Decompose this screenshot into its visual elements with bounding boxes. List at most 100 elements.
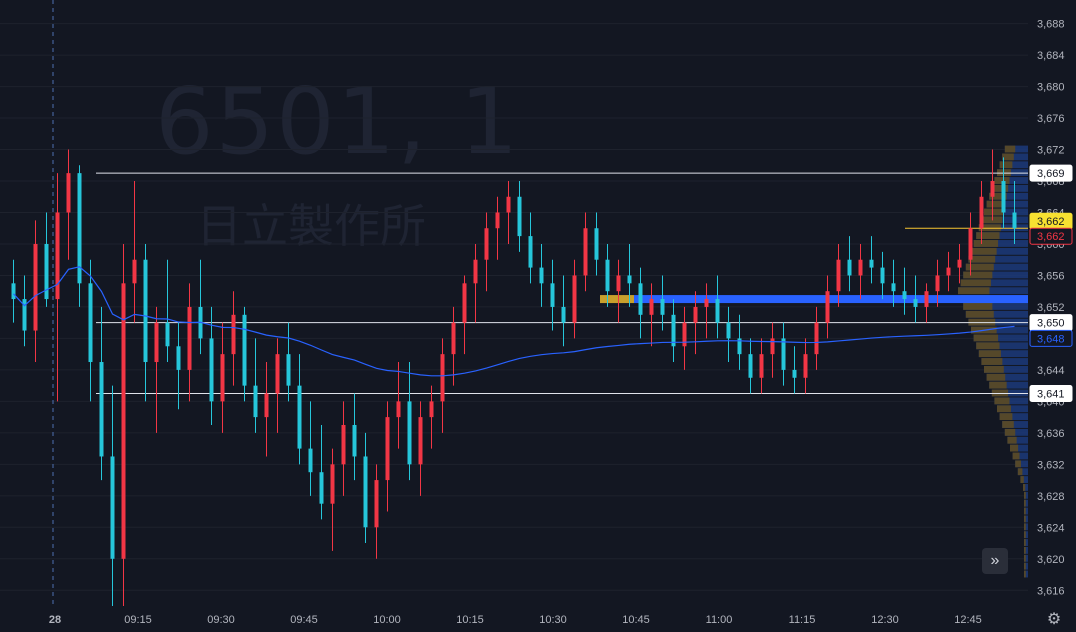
price-axis-tick: 3,672 [1037, 145, 1065, 157]
candle-body [682, 322, 687, 347]
candle-body [671, 314, 676, 347]
price-axis-tick: 3,624 [1037, 522, 1065, 534]
candle-body [44, 243, 49, 300]
volume-profile-bar [1023, 484, 1026, 491]
volume-profile-bar [984, 365, 1028, 373]
candle-body [891, 283, 896, 292]
candle-body [946, 267, 951, 276]
candle-body [77, 173, 82, 284]
volume-profile-bar [1024, 499, 1028, 507]
candle-body [275, 354, 280, 394]
volume-profile-bar [971, 326, 1028, 334]
price-label: 3,648 [1037, 333, 1065, 345]
candle-body [264, 393, 269, 418]
candle-body [396, 401, 401, 418]
time-axis-tick: 10:30 [539, 614, 567, 626]
candle-body [825, 291, 830, 323]
candle-body [506, 196, 511, 213]
price-label: 3,662 [1037, 216, 1065, 228]
volume-profile-bar [968, 255, 996, 263]
volume-profile-bar [981, 358, 1028, 365]
price-axis-tick: 3,652 [1037, 302, 1065, 314]
candle-body [429, 401, 434, 418]
volume-profile-bar [989, 381, 1028, 389]
candle-body [242, 314, 247, 386]
price-axis-tick: 3,632 [1037, 459, 1065, 471]
volume-profile-bar [981, 216, 1028, 224]
volume-profile-bar [1002, 153, 1028, 161]
candle-body [759, 354, 764, 378]
candle-body [649, 299, 654, 315]
chart-settings-button[interactable]: ⚙ [1044, 610, 1064, 630]
volume-profile-bar [1024, 554, 1028, 562]
candle-body [957, 259, 962, 268]
candle-body [836, 259, 841, 292]
candle-body [176, 346, 181, 370]
candle-body [374, 480, 379, 528]
candle-body [55, 212, 60, 300]
candle-body [484, 228, 489, 260]
price-label-box [1029, 164, 1073, 182]
volume-profile-bar [973, 334, 999, 342]
volume-profile-bar [1024, 523, 1026, 531]
volume-profile-bar [1024, 523, 1028, 531]
volume-profile-bar [984, 365, 1004, 373]
volume-profile-bar [1024, 515, 1026, 523]
price-label-box [1029, 227, 1073, 245]
volume-profile-bar [1020, 476, 1028, 484]
candle-body [418, 417, 423, 465]
price-axis-tick: 3,620 [1037, 554, 1065, 566]
volume-profile-bar [1004, 145, 1016, 153]
volume-profile-bar [960, 279, 991, 287]
candle-body [330, 464, 335, 504]
time-axis-tick: 10:15 [456, 614, 484, 626]
candle-body [165, 322, 170, 347]
candle-body [605, 259, 610, 292]
price-label: 3,641 [1037, 389, 1065, 401]
volume-profile-bar [989, 192, 1028, 200]
volume-profile-bar [994, 177, 1028, 184]
candle-body [748, 354, 753, 378]
volume-profile-bar [981, 358, 1003, 365]
volume-profile-bar [1024, 546, 1028, 554]
volume-profile-bar [999, 161, 1013, 169]
poc-bar [634, 295, 1028, 304]
candle-body [220, 354, 225, 402]
candle-body [979, 196, 984, 229]
candle-body [1012, 212, 1017, 229]
volume-profile-bar [1024, 570, 1028, 578]
volume-profile-bar [1024, 515, 1028, 523]
scroll-to-realtime-button[interactable]: » [982, 548, 1008, 574]
volume-profile-bar [1015, 460, 1021, 468]
volume-profile-bar [1015, 460, 1028, 468]
volume-profile-bar [981, 216, 1003, 224]
volume-profile-bar [971, 247, 997, 255]
volume-profile-bar [1024, 546, 1026, 554]
time-axis-tick: 10:00 [373, 614, 401, 626]
candle-body [847, 259, 852, 276]
candle-body [517, 196, 522, 237]
volume-profile-bar [984, 208, 1028, 216]
candle-body [286, 354, 291, 386]
candle-body [594, 228, 599, 260]
volume-profile-bar [1024, 499, 1026, 507]
volume-profile-bar [978, 350, 1028, 358]
volume-profile-bar [968, 255, 1028, 263]
volume-profile-bar [958, 287, 990, 295]
volume-profile-bar [1024, 507, 1026, 515]
volume-profile-bar [994, 177, 1010, 184]
candle-body [132, 259, 137, 284]
candle-body [528, 236, 533, 268]
price-label: 3,669 [1037, 168, 1065, 180]
price-axis-tick: 3,616 [1037, 585, 1065, 597]
symbol-watermark: 6501, 1 [155, 68, 521, 175]
volume-profile-bar [1004, 428, 1016, 436]
volume-profile-bar [976, 232, 1000, 240]
volume-profile-bar [965, 263, 1028, 271]
candle-body [770, 338, 775, 355]
candle-body [462, 283, 467, 323]
volume-profile-bar [989, 381, 1007, 389]
candle-body [66, 173, 71, 213]
volume-profile-bar [986, 373, 1006, 381]
